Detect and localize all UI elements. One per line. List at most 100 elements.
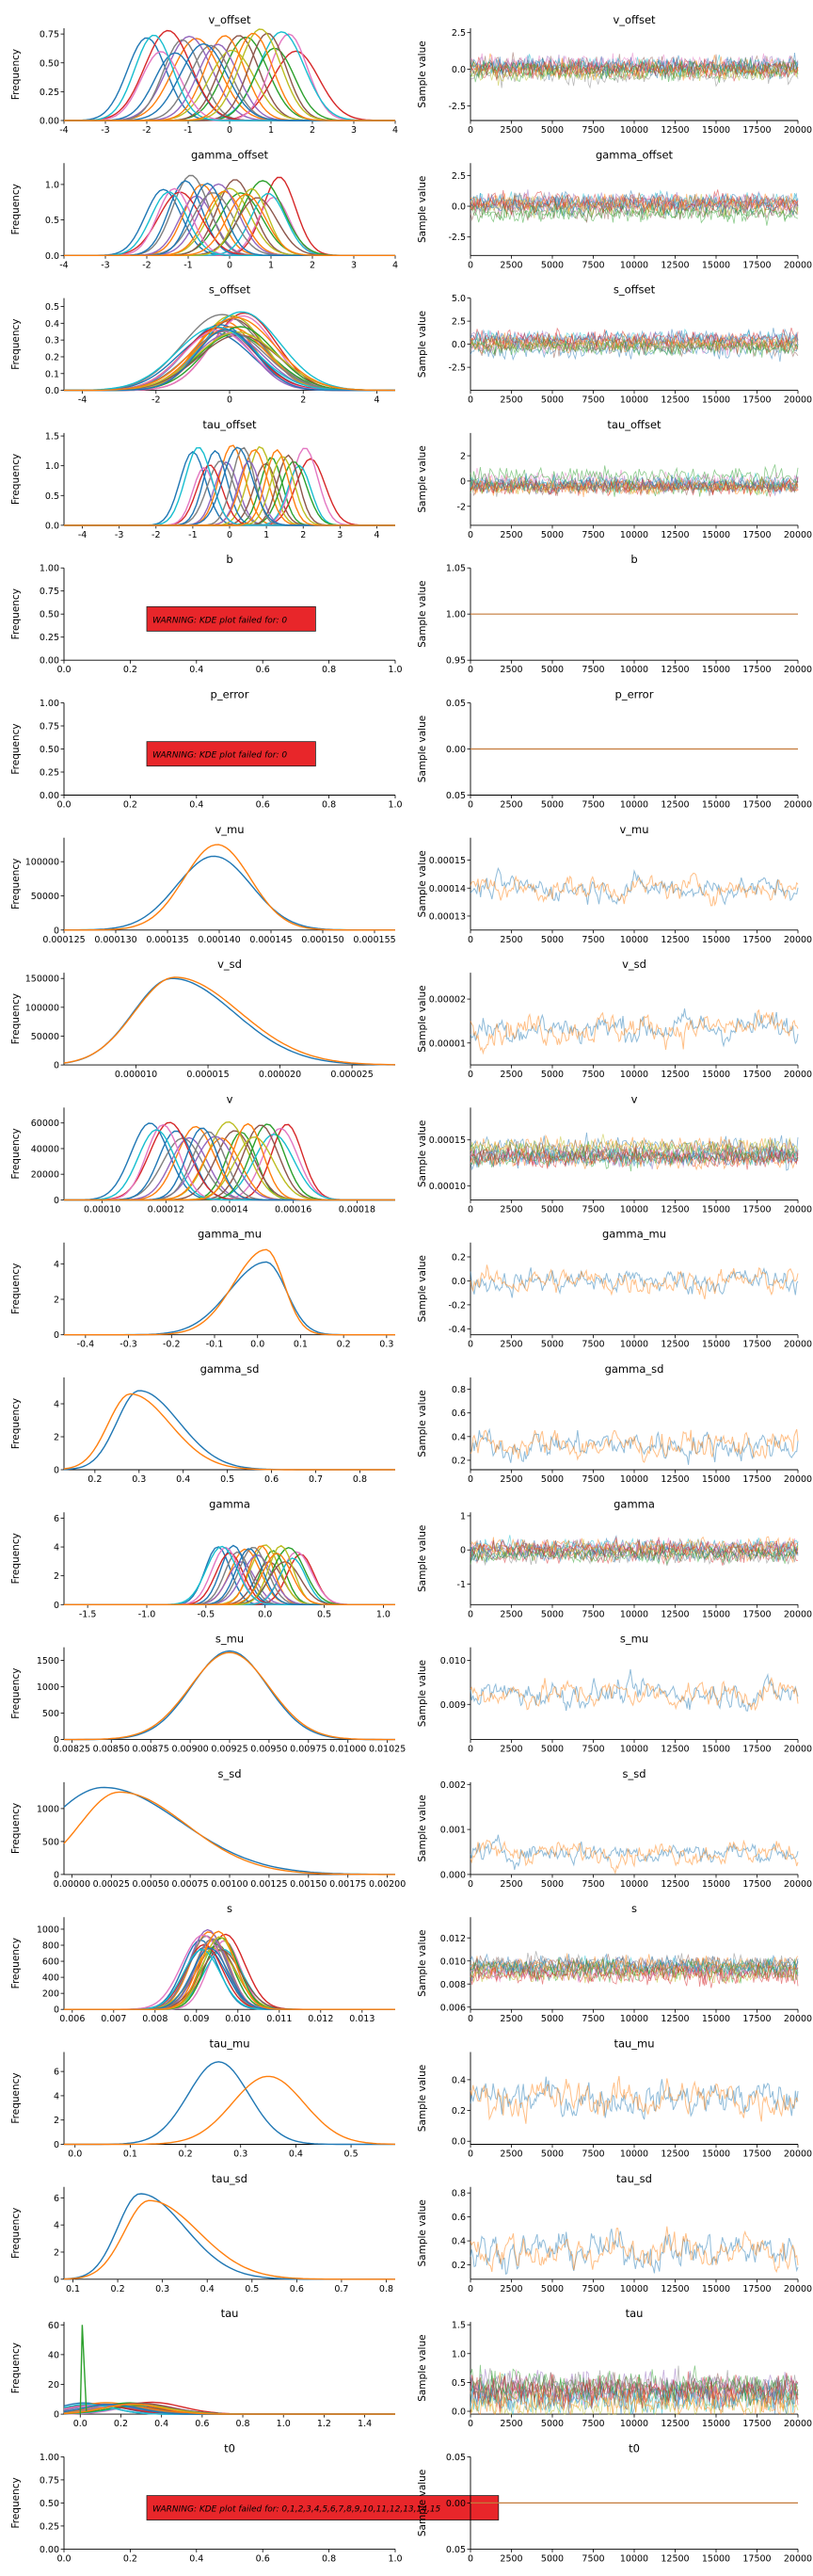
kde-y-tick-label: 0.75 <box>40 587 59 597</box>
kde-y-tick-label: 0.00 <box>40 791 59 801</box>
trace-x-tick-label: 2500 <box>500 1879 522 1890</box>
row-gamma_sd: 0.2 0.3 0.4 0.5 0.6 0.7 0.8 0 2 4 gamma_sd Frequenc… <box>10 1362 812 1485</box>
trace-line <box>470 1428 799 1463</box>
trace-x-tick-label: 12500 <box>661 2553 689 2564</box>
trace-x-tick-label: 12500 <box>661 530 689 540</box>
trace-y-axis-label: Sample value <box>417 850 428 917</box>
kde-x-tick-label: 3 <box>351 125 357 136</box>
trace-x-tick-label: 7500 <box>582 2014 604 2024</box>
trace-line <box>470 477 799 498</box>
trace-x-tick-label: 2500 <box>500 2553 522 2564</box>
trace-line <box>470 194 799 216</box>
trace-line <box>470 1145 799 1167</box>
kde-warning-box <box>146 2495 500 2520</box>
kde-x-tick-label: 0.2 <box>111 2284 125 2294</box>
kde-x-tick-label: 0.00850 <box>93 1745 130 1755</box>
kde-curve <box>64 329 395 392</box>
kde-y-axis-label: Frequency <box>10 1264 22 1314</box>
trace-x-tick-label: 2500 <box>500 665 522 675</box>
kde-x-tick-label: 1.0 <box>277 2419 291 2429</box>
kde-x-tick-label: -2 <box>151 530 160 540</box>
trace-x-tick-label: 7500 <box>582 1070 604 1080</box>
trace-x-tick-label: 0 <box>468 1204 473 1215</box>
trace-x-tick-label: 7500 <box>582 530 604 540</box>
kde-x-tick-label: -0.4 <box>77 1340 95 1350</box>
row-v_mu: 0.000125 0.000130 0.000135 0.000140 0.000145… <box>10 823 812 945</box>
trace-x-tick-label: 7500 <box>582 1745 604 1755</box>
kde-y-tick-label: 0.50 <box>40 745 59 755</box>
trace-panel-s_sd: 0 2500 5000 7500 10000 12500 15000 17500 20000 0.… <box>417 1767 812 1890</box>
kde-y-tick-label: 6 <box>54 2194 59 2204</box>
kde-panel-s_mu: 0.00825 0.00850 0.00875 0.00900 0.00925 0.009… <box>10 1633 406 1755</box>
trace-x-tick-label: 10000 <box>620 1474 648 1485</box>
trace-panel-title: s_sd <box>622 1767 646 1780</box>
kde-panel-title: gamma_offset <box>191 148 269 161</box>
kde-panel-v_sd: 0.000010 0.000015 0.000020 0.000025 0 50000 10… <box>10 958 396 1080</box>
trace-y-tick-label: -0.4 <box>448 1325 466 1335</box>
trace-x-tick-label: 10000 <box>620 1070 648 1080</box>
kde-x-tick-label: 0.8 <box>322 800 336 811</box>
trace-x-tick-label: 15000 <box>702 260 730 270</box>
kde-x-tick-label: 0.5 <box>245 2284 259 2294</box>
kde-x-tick-label: 0.3 <box>379 1340 393 1350</box>
trace-x-tick-label: 7500 <box>582 1340 604 1350</box>
kde-x-tick-label: 0.012 <box>308 2014 333 2024</box>
trace-panel-title: tau_offset <box>607 418 662 431</box>
trace-line <box>470 1536 799 1558</box>
trace-x-tick-label: 7500 <box>582 2419 604 2429</box>
kde-y-tick-label: 40 <box>48 2350 59 2360</box>
kde-y-tick-label: 1000 <box>37 1804 59 1814</box>
trace-x-tick-label: 5000 <box>541 1879 564 1890</box>
trace-y-tick-label: 0.000 <box>440 1870 466 1880</box>
kde-y-tick-label: 0.50 <box>40 610 59 620</box>
kde-x-tick-label: 0.2 <box>123 800 137 811</box>
kde-y-tick-label: 1.00 <box>40 564 59 574</box>
kde-x-tick-label: 0.2 <box>179 2149 193 2160</box>
row-gamma_offset: -4 -3 -2 -1 0 1 2 3 4 0.0 0.5 1.0 gamma_offset Freque… <box>10 148 812 270</box>
kde-y-axis-label: Frequency <box>10 588 22 639</box>
trace-y-tick-label: 0.006 <box>440 2003 466 2013</box>
row-tau_offset: -4 -3 -2 -1 0 1 2 3 4 0.0 0.5 1.0 1.5 tau_offset Frequ… <box>10 418 812 540</box>
kde-y-tick-label: 4 <box>54 2221 59 2231</box>
trace-panel-title: b <box>630 553 637 566</box>
trace-x-tick-label: 10000 <box>620 2553 648 2564</box>
trace-x-tick-label: 5000 <box>541 2284 564 2294</box>
trace-x-tick-label: 0 <box>468 935 473 945</box>
kde-curve <box>63 2199 395 2280</box>
kde-panel-t0: 0.0 0.2 0.4 0.6 0.8 1.0 0.00 0.25 0.50 0.75 1.00 t0… <box>10 2441 500 2564</box>
kde-y-tick-label: 0.25 <box>40 633 59 643</box>
trace-line <box>470 1961 799 1987</box>
trace-x-tick-label: 7500 <box>582 395 604 406</box>
trace-panel-tau_mu: 0 2500 5000 7500 10000 12500 15000 17500 20000 0.… <box>417 2037 812 2160</box>
kde-x-tick-label: 0.008 <box>142 2014 167 2024</box>
trace-y-tick-label: 2 <box>460 452 466 462</box>
trace-x-tick-label: 20000 <box>784 2014 812 2024</box>
kde-curve <box>63 2403 395 2415</box>
trace-panel-title: tau_mu <box>614 2037 654 2051</box>
kde-x-tick-label: 0 <box>227 530 232 540</box>
kde-x-tick-label: 0.000025 <box>330 1070 373 1080</box>
kde-x-tick-label: 0.0 <box>68 2149 82 2160</box>
kde-y-tick-label: 200 <box>42 1989 59 2000</box>
kde-x-tick-label: 0.4 <box>189 800 203 811</box>
trace-x-tick-label: 0 <box>468 395 473 406</box>
trace-x-tick-label: 20000 <box>784 125 812 136</box>
kde-y-axis-label: Frequency <box>10 1667 22 1718</box>
trace-line <box>470 57 799 82</box>
kde-y-axis-label: Frequency <box>10 49 22 100</box>
trace-line <box>470 1963 799 1988</box>
kde-x-tick-label: 0.2 <box>114 2419 128 2429</box>
kde-x-tick-label: 0.4 <box>200 2284 215 2294</box>
trace-y-tick-label: 0.4 <box>452 1432 466 1442</box>
kde-y-tick-label: 0.5 <box>45 302 59 313</box>
trace-y-tick-label: -2 <box>457 502 466 512</box>
row-s_sd: 0.00000 0.00025 0.00050 0.00075 0.00100 0.001… <box>10 1767 812 1890</box>
kde-y-tick-label: 2 <box>54 1296 59 1306</box>
kde-x-tick-label: 2 <box>310 125 315 136</box>
kde-y-tick-label: 0 <box>54 1196 59 1206</box>
trace-x-tick-label: 17500 <box>742 935 771 945</box>
trace-x-tick-label: 10000 <box>620 260 648 270</box>
kde-panel-title: tau <box>221 2307 239 2320</box>
kde-x-tick-label: -2 <box>142 260 151 270</box>
